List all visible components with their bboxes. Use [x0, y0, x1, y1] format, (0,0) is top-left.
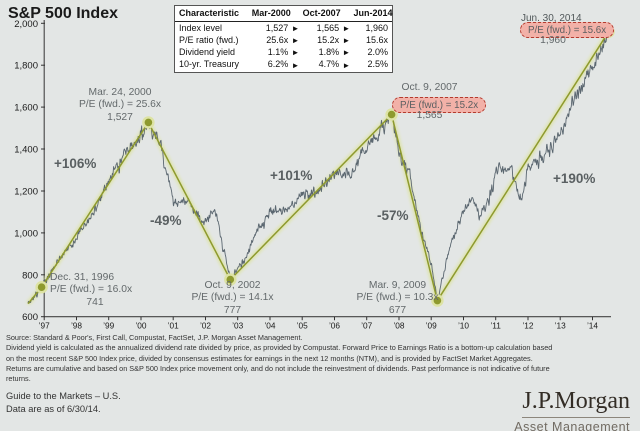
svg-text:’10: ’10 — [458, 321, 469, 331]
svg-text:’04: ’04 — [264, 321, 275, 331]
svg-text:’07: ’07 — [361, 321, 372, 331]
svg-text:’00: ’00 — [135, 321, 146, 331]
svg-text:1,600: 1,600 — [14, 103, 38, 114]
svg-text:1,200: 1,200 — [14, 187, 38, 198]
svg-text:’97: ’97 — [39, 321, 50, 331]
svg-text:2,000: 2,000 — [14, 19, 38, 30]
svg-text:’02: ’02 — [200, 321, 211, 331]
svg-text:1,000: 1,000 — [14, 228, 38, 239]
svg-text:1,400: 1,400 — [14, 145, 38, 156]
svg-text:’01: ’01 — [168, 321, 179, 331]
svg-text:’03: ’03 — [232, 321, 243, 331]
svg-text:’08: ’08 — [393, 321, 404, 331]
svg-text:600: 600 — [22, 312, 38, 323]
svg-text:’98: ’98 — [71, 321, 82, 331]
svg-text:’11: ’11 — [490, 321, 501, 331]
svg-text:’14: ’14 — [587, 321, 598, 331]
svg-text:’12: ’12 — [522, 321, 533, 331]
svg-text:’09: ’09 — [426, 321, 437, 331]
svg-text:1,800: 1,800 — [14, 61, 38, 72]
svg-text:’06: ’06 — [329, 321, 340, 331]
svg-text:’13: ’13 — [555, 321, 566, 331]
svg-text:’99: ’99 — [103, 321, 114, 331]
svg-text:’05: ’05 — [297, 321, 308, 331]
svg-text:800: 800 — [22, 270, 38, 281]
